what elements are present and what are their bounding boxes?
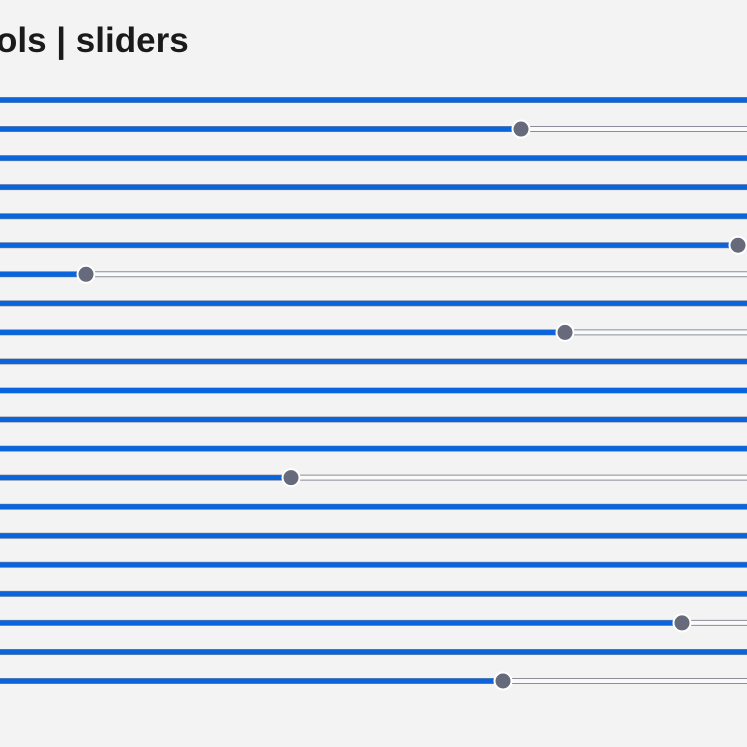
slider-thumb[interactable] bbox=[76, 264, 96, 284]
slider-fill bbox=[0, 242, 738, 248]
page-title: ols | sliders bbox=[0, 21, 189, 60]
slider-fill bbox=[0, 504, 747, 510]
slider-fill bbox=[0, 446, 747, 452]
slider-fill bbox=[0, 358, 747, 364]
slider-fill bbox=[0, 591, 747, 597]
slider-thumb[interactable] bbox=[728, 235, 747, 255]
slider-thumb[interactable] bbox=[493, 671, 513, 691]
slider-fill bbox=[0, 620, 682, 626]
slider-thumb[interactable] bbox=[672, 613, 692, 633]
slider-fill bbox=[0, 475, 291, 481]
slider-fill bbox=[0, 417, 747, 423]
slider-fill bbox=[0, 155, 747, 161]
slider-fill bbox=[0, 678, 503, 684]
slider-fill bbox=[0, 213, 747, 219]
slider-track bbox=[0, 271, 747, 278]
slider-fill bbox=[0, 649, 747, 655]
slider-fill bbox=[0, 329, 565, 335]
slider-fill bbox=[0, 562, 747, 568]
slider-fill bbox=[0, 184, 747, 190]
slider-fill bbox=[0, 97, 747, 103]
slider-thumb[interactable] bbox=[555, 322, 575, 342]
slider-fill bbox=[0, 271, 86, 277]
slider-thumb[interactable] bbox=[511, 119, 531, 139]
slider-fill bbox=[0, 300, 747, 306]
slider-fill bbox=[0, 126, 521, 132]
slider-thumb[interactable] bbox=[281, 468, 301, 488]
slider-fill bbox=[0, 388, 747, 393]
slider-fill bbox=[0, 533, 747, 539]
